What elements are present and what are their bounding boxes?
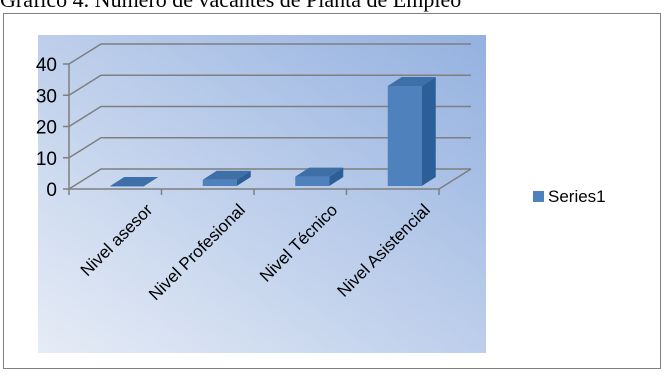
- bar-side: [421, 77, 436, 186]
- floor-right-edge: [438, 168, 472, 190]
- bar-top: [110, 177, 159, 186]
- gridline: [68, 105, 471, 128]
- bar: [110, 177, 159, 187]
- y-tick-label: 10: [36, 149, 57, 170]
- bar-side: [236, 170, 251, 186]
- gridline: [68, 168, 471, 190]
- y-tick-label: 20: [36, 118, 57, 139]
- bar-front: [387, 86, 422, 186]
- bar: [387, 77, 436, 186]
- bar-top: [387, 77, 436, 86]
- chart-frame: 0 10 20 30 40 Nivel asesor Nivel Profesional N…: [3, 13, 661, 369]
- bar-front: [110, 186, 145, 187]
- bar: [295, 167, 344, 186]
- legend-swatch: [533, 191, 544, 202]
- bar-front: [202, 179, 237, 186]
- grid-layer: [68, 43, 471, 190]
- gridline: [68, 137, 471, 159]
- y-tick-label: 30: [36, 86, 57, 107]
- y-tick-label: 0: [46, 180, 57, 201]
- axis-layer: [63, 63, 472, 195]
- y-tick-label: 40: [36, 55, 57, 76]
- y-tick-labels: 0 10 20 30 40: [36, 55, 57, 201]
- bar-top: [295, 167, 344, 177]
- bar: [202, 170, 251, 186]
- legend-label: Series1: [548, 187, 606, 206]
- bar-top: [202, 170, 251, 180]
- bar-layer: [110, 77, 436, 187]
- bar-side: [329, 167, 344, 186]
- bar-front: [295, 176, 330, 186]
- gridline: [68, 74, 471, 96]
- gridline: [68, 43, 471, 65]
- legend: Series1: [533, 187, 606, 206]
- chart-caption: Gráfico 4. Número de vacantes de Planta …: [0, 0, 666, 13]
